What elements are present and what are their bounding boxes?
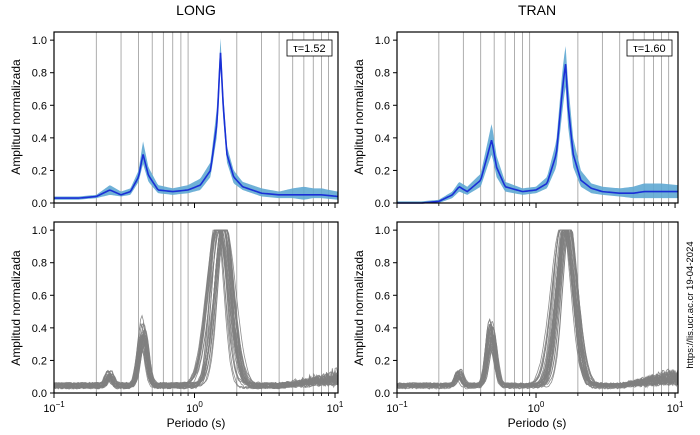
- column-title-tran: TRAN: [518, 2, 556, 18]
- y-tick-label: 1.0: [32, 35, 47, 47]
- y-tick-label: 0.8: [375, 68, 390, 80]
- ylabel-long-individual: Amplitud normalizada: [9, 250, 23, 366]
- y-tick-label: 0.0: [32, 198, 47, 210]
- y-tick-label: 0.0: [375, 388, 390, 400]
- ylabel-tran-individual: Amplitud normalizada: [352, 250, 366, 366]
- individual-curve: [53, 229, 339, 385]
- y-tick-label: 0.0: [32, 388, 47, 400]
- plot-frame: [396, 221, 679, 394]
- y-tick-label: 1.0: [32, 225, 47, 237]
- xlabel-tran: Periodo (s): [508, 416, 567, 430]
- individual-curve: [53, 229, 339, 388]
- tau-annotation: τ=1.52: [286, 39, 333, 57]
- y-tick-label: 0.4: [375, 133, 390, 145]
- y-tick-label: 0.2: [32, 165, 47, 177]
- mean-line: [53, 52, 339, 199]
- individual-curve: [396, 229, 679, 389]
- x-tick-label: 100: [528, 400, 545, 415]
- y-tick-label: 0.6: [32, 290, 47, 302]
- x-tick-label: 10−1: [43, 400, 65, 415]
- tau-label: τ=1.60: [633, 43, 665, 55]
- y-tick-label: 0.8: [32, 258, 47, 270]
- y-tick-label: 0.0: [375, 198, 390, 210]
- std-band: [397, 46, 678, 203]
- panel-tran-mean: τ=1.60 0.0 0.2 0.4 0.6 0.8 1.0: [375, 31, 679, 210]
- x-tick-label: 101: [327, 400, 344, 415]
- panel-long-individual: 0.0 0.2 0.4 0.6 0.8 1.0 10−1 100 101: [32, 221, 344, 415]
- y-tick-label: 0.4: [32, 323, 47, 335]
- y-tick-label: 0.6: [375, 290, 390, 302]
- column-title-long: LONG: [176, 2, 216, 18]
- ylabel-tran-mean: Amplitud normalizada: [352, 59, 366, 175]
- individual-curve: [396, 229, 679, 386]
- y-tick-label: 0.4: [375, 323, 390, 335]
- y-tick-label: 1.0: [375, 225, 390, 237]
- plot-frame: [53, 31, 339, 204]
- x-tick-label: 10−1: [386, 400, 408, 415]
- y-tick-label: 0.2: [375, 165, 390, 177]
- y-tick-label: 0.6: [375, 100, 390, 112]
- tau-annotation: τ=1.60: [626, 39, 673, 57]
- y-tick-label: 0.6: [32, 100, 47, 112]
- ylabel-long-mean: Amplitud normalizada: [9, 59, 23, 175]
- individual-curve: [53, 229, 339, 390]
- tau-box: [286, 39, 333, 57]
- y-tick-label: 0.2: [375, 355, 390, 367]
- tau-box: [626, 39, 673, 57]
- individual-curve: [396, 229, 679, 388]
- plot-frame: [396, 31, 679, 204]
- y-tick-label: 0.4: [32, 133, 47, 145]
- plot-frame: [53, 221, 339, 394]
- y-tick-label: 0.2: [32, 355, 47, 367]
- mean-line: [397, 64, 678, 204]
- tau-label: τ=1.52: [293, 43, 325, 55]
- source-watermark: https://lis.ucr.ac.cr 19-04-2024: [685, 241, 696, 368]
- panel-long-mean: τ=1.52 0.0 0.2 0.4 0.6 0.8 1.0: [32, 31, 339, 210]
- y-tick-label: 1.0: [375, 35, 390, 47]
- xlabel-long: Periodo (s): [167, 416, 226, 430]
- panel-tran-individual: 0.0 0.2 0.4 0.6 0.8 1.0 10−1 100 101: [375, 221, 684, 415]
- x-tick-label: 100: [186, 400, 203, 415]
- y-tick-label: 0.8: [32, 68, 47, 80]
- y-tick-label: 0.8: [375, 258, 390, 270]
- x-tick-label: 101: [667, 400, 684, 415]
